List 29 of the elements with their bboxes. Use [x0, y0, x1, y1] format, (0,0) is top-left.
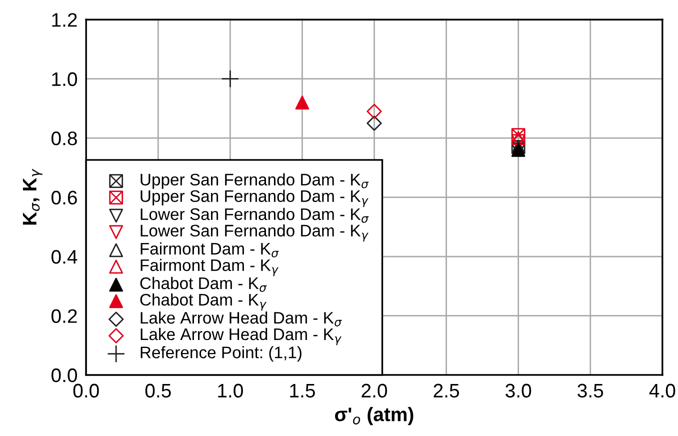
legend-label: Upper San Fernando Dam - K$_{σ}$ — [140, 173, 369, 189]
x-tick-label: 2.5 — [434, 384, 459, 398]
legend-label: Upper San Fernando Dam - K$_{γ}$ — [140, 190, 368, 208]
x-axis-title: σ'$_{o}$ (atm) — [335, 406, 414, 426]
y-tick-label: 0.6 — [52, 190, 77, 205]
x-tick-label: 3.5 — [578, 384, 604, 398]
legend-label: Fairmont Dam - K$_{σ}$ — [140, 242, 279, 258]
legend-label: Chabot Dam - K$_{γ}$ — [140, 293, 266, 311]
y-tick-label: 1.2 — [52, 13, 77, 27]
legend-label: Fairmont Dam - K$_{γ}$ — [140, 258, 279, 276]
x-tick-label: 1.5 — [290, 384, 315, 398]
y-tick-label: 0.4 — [52, 250, 78, 264]
legend-label: Lower San Fernando Dam - K$_{γ}$ — [140, 224, 368, 242]
y-tick-label: 0.8 — [52, 132, 77, 146]
x-tick-label: 0.5 — [145, 384, 171, 398]
y-axis-title: K$_{σ}$, K$_{γ}$ — [22, 168, 42, 225]
x-tick-label: 0.0 — [73, 384, 99, 398]
y-tick-label: 0.2 — [52, 309, 77, 323]
x-tick-label: 2.0 — [362, 384, 388, 398]
y-tick-label: 1.0 — [52, 72, 78, 86]
x-tick-label: 1.0 — [218, 384, 243, 398]
legend-label: Lake Arrow Head Dam - K$_{σ}$ — [140, 311, 342, 326]
legend-label: Reference Point: (1,1) — [140, 346, 302, 362]
y-tick-label: 0.0 — [52, 368, 78, 382]
legend-label: Lower San Fernando Dam - K$_{σ}$ — [140, 208, 369, 223]
legend-label: Lake Arrow Head Dam - K$_{γ}$ — [140, 328, 342, 346]
x-tick-label: 3.0 — [506, 384, 532, 398]
x-tick-label: 4.0 — [649, 384, 676, 398]
legend-label: Chabot Dam - K$_{σ}$ — [140, 276, 267, 292]
